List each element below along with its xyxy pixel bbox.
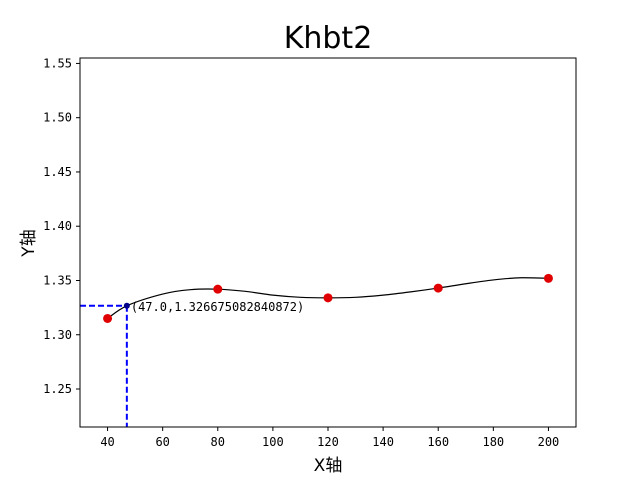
x-axis: 40 60 80 100 120 140 160 180 200 [100,427,559,449]
x-axis-label: X轴 [314,456,343,476]
x-tick-label: 200 [538,435,560,449]
y-axis-label: Y轴 [19,229,39,257]
data-point [323,293,333,303]
highlight-point [123,302,130,309]
data-point [433,283,443,293]
plot-area: (47.0,1.326675082840872) [80,273,553,427]
x-tick-label: 80 [211,435,225,449]
y-tick-label: 1.45 [43,165,72,179]
x-tick-label: 40 [100,435,114,449]
y-tick-label: 1.30 [43,328,72,342]
y-tick-label: 1.25 [43,382,72,396]
x-tick-label: 120 [317,435,339,449]
x-tick-label: 60 [155,435,169,449]
x-tick-label: 100 [262,435,284,449]
data-point [103,313,113,323]
x-tick-label: 140 [372,435,394,449]
y-axis: 1.25 1.30 1.35 1.40 1.45 1.50 1.55 [43,56,80,396]
x-tick-label: 160 [427,435,449,449]
data-point [543,273,553,283]
y-tick-label: 1.50 [43,111,72,125]
y-tick-label: 1.40 [43,219,72,233]
y-tick-label: 1.35 [43,273,72,287]
x-tick-label: 180 [482,435,504,449]
data-point [213,284,223,294]
chart-title: Khbt2 [284,21,373,56]
highlight-annotation: (47.0,1.326675082840872) [131,300,304,314]
y-tick-label: 1.55 [43,56,72,70]
